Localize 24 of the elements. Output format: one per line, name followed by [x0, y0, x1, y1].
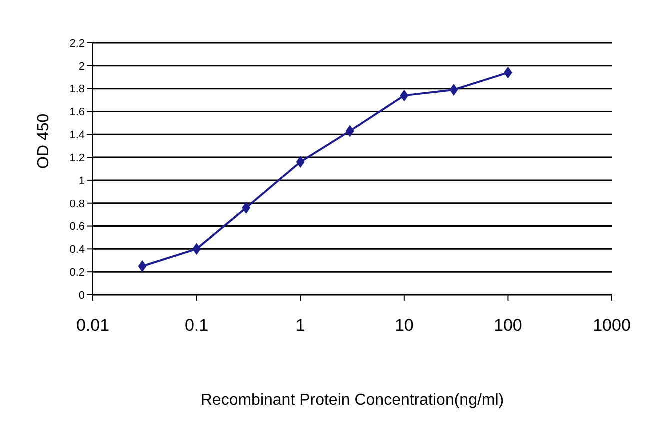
point	[242, 202, 251, 214]
y-tick-label: 0	[78, 290, 85, 302]
y-tick-label: 0.4	[70, 244, 85, 256]
y-tick-label: 2.2	[70, 38, 85, 50]
y-tick-label: 1.2	[70, 152, 85, 164]
x-tick-label: 1000	[593, 316, 631, 336]
x-tick-label: 0.1	[184, 316, 209, 336]
x-axis-title: Recombinant Protein Concentration(ng/ml)	[200, 392, 504, 409]
y-axis-title: OD 450	[36, 114, 53, 169]
point	[296, 156, 305, 168]
y-tick-label: 0.6	[70, 221, 85, 234]
y-tick-label: 2	[78, 60, 85, 73]
point	[138, 260, 147, 272]
y-tick-label: 1.6	[70, 106, 85, 119]
point	[400, 90, 409, 102]
y-tick-label: 1.4	[70, 130, 85, 142]
y-tick-label: 1.8	[70, 84, 85, 96]
x-tick-label: 0.01	[76, 316, 110, 336]
x-tick-label: 100	[494, 316, 522, 336]
y-tick-label: 0.2	[70, 266, 85, 279]
y-tick-label: 1	[78, 175, 85, 188]
x-tick-label: 10	[394, 316, 414, 336]
y-tick-label: 0.8	[70, 198, 85, 210]
x-tick-label: 1	[296, 316, 306, 336]
